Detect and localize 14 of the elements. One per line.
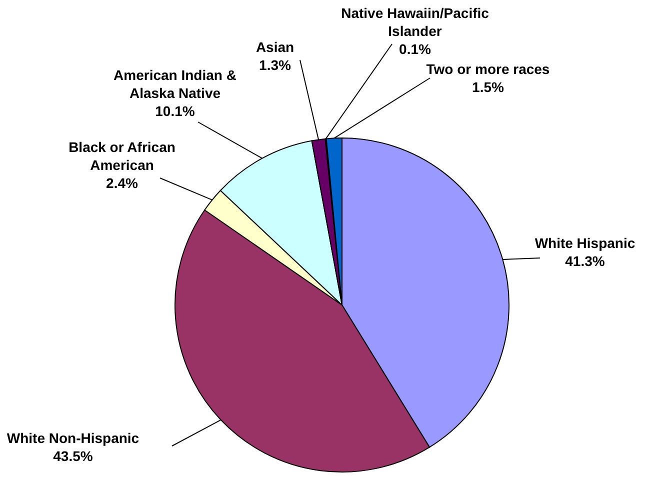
slice-label: Native Hawaiin/Pacific Islander (341, 5, 490, 39)
slice-label: Two or more races (426, 61, 550, 77)
slice-label: Black or African American (68, 139, 176, 173)
slice-label: American Indian & Alaska Native (114, 67, 236, 101)
data-label: 10.1% (155, 103, 196, 119)
legend-label: White Non-Hispanic (6, 430, 140, 446)
data-label: 43.5% (53, 448, 94, 464)
data-label: 1.5% (472, 79, 504, 95)
slice-label: Asian (256, 39, 294, 55)
slice-label: White Hispanic (534, 235, 636, 251)
data-label: 1.3% (259, 57, 292, 73)
data-label: 0.1% (399, 41, 432, 57)
data-label: 41.3% (565, 253, 606, 269)
data-label: 2.4% (106, 175, 138, 191)
